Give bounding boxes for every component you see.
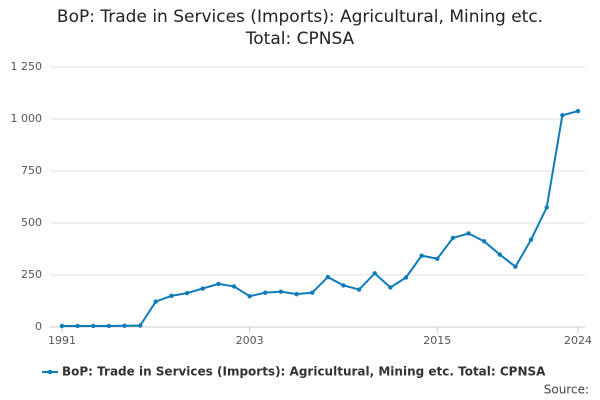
data-point bbox=[372, 271, 377, 276]
data-point bbox=[294, 291, 299, 297]
data-point bbox=[325, 274, 331, 280]
data-point bbox=[450, 235, 456, 241]
data-point bbox=[216, 281, 221, 287]
data-point bbox=[247, 294, 252, 299]
data-point bbox=[106, 323, 112, 329]
data-point bbox=[231, 284, 237, 289]
y-tick-label: 1 250 bbox=[11, 60, 43, 73]
data-point bbox=[122, 323, 127, 328]
data-point bbox=[435, 256, 440, 261]
data-point bbox=[341, 283, 346, 288]
x-tick-label: 2015 bbox=[423, 334, 451, 347]
legend-swatch-dot bbox=[47, 369, 53, 375]
legend-label: BoP: Trade in Services (Imports): Agricu… bbox=[62, 365, 546, 379]
data-point bbox=[419, 253, 424, 258]
data-point bbox=[137, 323, 143, 328]
y-tick-label: 750 bbox=[21, 164, 42, 177]
data-point bbox=[481, 239, 487, 244]
x-tick-label: 2024 bbox=[564, 334, 592, 347]
chart-title: BoP: Trade in Services (Imports): Agricu… bbox=[56, 7, 544, 49]
x-tick-label: 1991 bbox=[48, 334, 76, 347]
data-point bbox=[575, 108, 581, 114]
data-point bbox=[403, 275, 409, 280]
data-point bbox=[91, 323, 96, 329]
source: Source: bbox=[544, 383, 589, 397]
data-point bbox=[169, 293, 174, 298]
data-point bbox=[356, 287, 362, 292]
data-point bbox=[466, 231, 471, 236]
data-point bbox=[309, 290, 315, 295]
data-point bbox=[200, 286, 205, 291]
data-point bbox=[278, 289, 284, 294]
y-tick-label: 1 000 bbox=[11, 112, 43, 125]
data-point bbox=[544, 205, 549, 210]
data-point bbox=[263, 290, 268, 295]
data-point bbox=[513, 264, 518, 269]
data-point bbox=[388, 285, 393, 290]
data-point bbox=[59, 323, 65, 329]
data-line bbox=[62, 110, 579, 327]
data-point bbox=[560, 113, 565, 118]
y-tick-label: 0 bbox=[35, 320, 42, 333]
data-point bbox=[528, 237, 534, 242]
data-point bbox=[153, 299, 159, 304]
x-tick-label: 2003 bbox=[236, 334, 264, 347]
data-point bbox=[75, 323, 80, 329]
data-point bbox=[184, 290, 190, 296]
y-tick-label: 500 bbox=[21, 216, 42, 229]
data-point bbox=[497, 252, 503, 257]
y-tick-label: 250 bbox=[21, 268, 42, 281]
